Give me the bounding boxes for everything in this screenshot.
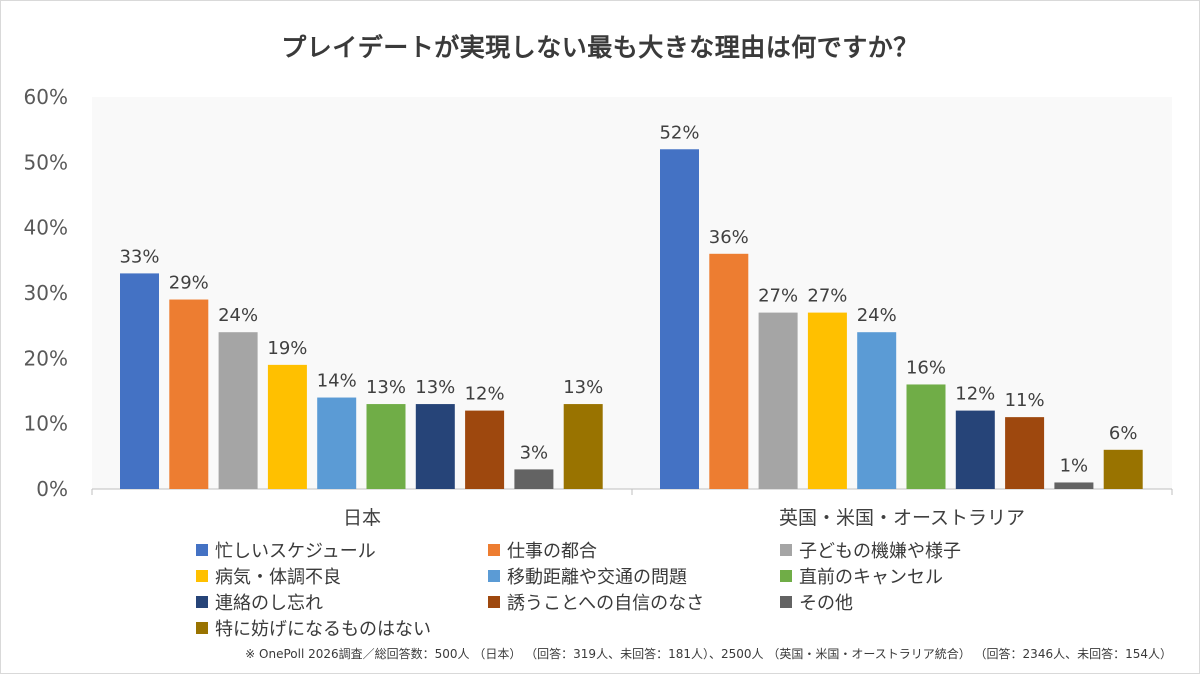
data-label: 24% [218, 305, 258, 326]
legend-item: 子どもの機嫌や様子 [780, 538, 1080, 562]
bar [1103, 449, 1143, 489]
data-label: 14% [317, 371, 357, 392]
y-tick-label: 30% [24, 281, 68, 305]
y-tick-label: 20% [24, 346, 68, 370]
legend-item: 仕事の都合 [488, 538, 780, 562]
footnote: ※ OnePoll 2026調査／総回答数：500人 （日本） （回答：319人… [245, 647, 1172, 661]
legend-swatch [780, 570, 792, 582]
data-label: 13% [366, 377, 406, 398]
data-label: 27% [758, 286, 798, 307]
legend-swatch [780, 596, 792, 608]
bar [465, 410, 505, 489]
legend-item: 誘うことへの自信のなさ [488, 590, 780, 614]
bar [317, 397, 357, 489]
legend-item: 特に妨げになるものはない [196, 616, 488, 640]
data-label: 12% [465, 384, 505, 405]
legend-label: 子どもの機嫌や様子 [799, 541, 961, 562]
legend-swatch [196, 544, 208, 556]
data-label: 3% [520, 442, 549, 463]
bar [709, 253, 749, 489]
y-tick-label: 60% [24, 85, 68, 109]
bar [169, 299, 209, 489]
legend-swatch [488, 596, 500, 608]
data-label: 52% [659, 122, 699, 143]
data-label: 12% [955, 384, 995, 405]
bar [857, 332, 897, 489]
bar [563, 404, 603, 489]
y-tick-label: 10% [24, 412, 68, 436]
legend-label: 仕事の都合 [507, 541, 597, 562]
legend-label: 特に妨げになるものはない [215, 619, 431, 640]
y-tick-label: 50% [24, 150, 68, 174]
data-label: 27% [807, 286, 847, 307]
bar [660, 149, 699, 489]
bar [955, 410, 995, 489]
legend-item: その他 [780, 590, 1080, 614]
legend-swatch [196, 596, 208, 608]
bar [1005, 417, 1045, 489]
data-label: 1% [1060, 455, 1089, 476]
chart-title: プレイデートが実現しない最も大きな理由は何ですか？ [281, 33, 919, 62]
legend-swatch [196, 570, 208, 582]
legend-item: 移動距離や交通の問題 [488, 564, 780, 588]
bar [514, 469, 554, 489]
legend-label: 誘うことへの自信のなさ [507, 593, 705, 614]
bar [906, 384, 946, 489]
legend-label: 病気・体調不良 [215, 567, 341, 588]
legend-label: 直前のキャンセル [799, 567, 943, 588]
legend-item: 忙しいスケジュール [196, 538, 488, 562]
legend-swatch [780, 544, 792, 556]
legend-item: 直前のキャンセル [780, 564, 1080, 588]
y-tick-label: 40% [24, 216, 68, 240]
legend-label: 忙しいスケジュール [215, 541, 376, 562]
data-label: 24% [857, 305, 897, 326]
x-category-label: 英国・米国・オーストラリア [779, 507, 1025, 529]
data-label: 19% [267, 338, 307, 359]
y-tick-label: 0% [36, 477, 68, 501]
chart-legend: 忙しいスケジュール 仕事の都合 子どもの機嫌や様子病気・体調不良 移動距離や交通の問題… [196, 538, 1156, 640]
legend-item: 連絡のし忘れ [196, 590, 488, 614]
legend-swatch [488, 544, 500, 556]
legend-swatch [488, 570, 500, 582]
bar [218, 332, 258, 489]
bar [267, 364, 307, 489]
bar [807, 312, 847, 489]
data-label: 29% [169, 273, 209, 294]
legend-label: 移動距離や交通の問題 [507, 567, 687, 588]
legend-label: 連絡のし忘れ [215, 593, 323, 614]
data-label: 13% [563, 377, 603, 398]
data-label: 13% [415, 377, 455, 398]
data-label: 16% [906, 357, 946, 378]
legend-label: その他 [799, 593, 853, 614]
bar [415, 404, 455, 489]
bar [366, 404, 406, 489]
data-label: 36% [709, 227, 749, 248]
data-label: 11% [1005, 390, 1045, 411]
legend-swatch [196, 622, 208, 634]
legend-item: 病気・体調不良 [196, 564, 488, 588]
data-label: 33% [119, 246, 159, 267]
bar [1054, 482, 1094, 489]
x-category-label: 日本 [343, 507, 381, 529]
data-label: 6% [1109, 423, 1138, 444]
bar [758, 312, 798, 489]
bar [120, 273, 159, 489]
